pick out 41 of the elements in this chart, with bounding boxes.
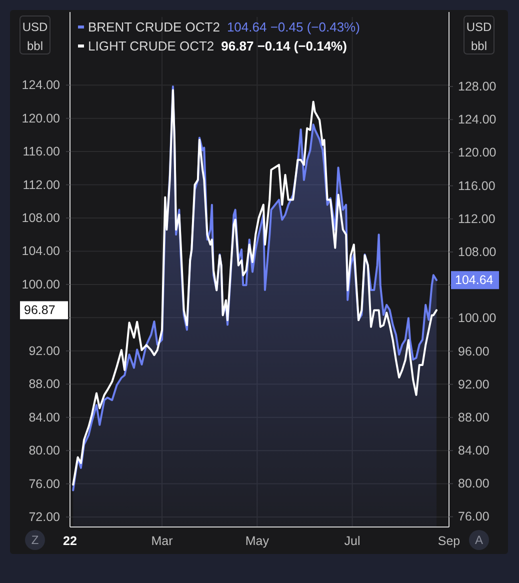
y2-tick-label: 116.00	[458, 178, 496, 193]
y2-tick-label: 112.00	[458, 212, 496, 226]
y-tick-label: 120.00	[22, 111, 60, 126]
y2-tick-label: 128.00	[458, 80, 496, 94]
y-tick-label: 76.00	[28, 476, 60, 491]
x-tick-label: Jul	[344, 534, 360, 548]
y2-tick-label: 124.00	[458, 112, 496, 127]
y-tick-label: 112.00	[22, 178, 60, 192]
y-tick-label: 116.00	[22, 144, 60, 159]
y2-tick-label: 88.00	[458, 410, 490, 424]
y2-tick-label: 108.00	[458, 244, 496, 259]
round-button: A	[469, 530, 489, 550]
x-tick-label: May	[245, 534, 270, 548]
x-tick-label: Mar	[151, 534, 173, 548]
legend-label: LIGHT CRUDE OCT2	[88, 38, 214, 54]
round-button: Z	[25, 530, 45, 550]
text: 104.64	[455, 273, 494, 288]
annotation: 96.87 −0.14 (−0.14%)	[221, 38, 347, 54]
y2-tick-label: 84.00	[458, 444, 490, 458]
legend-label: BRENT CRUDE OCT2	[88, 20, 220, 34]
y2-tick-label: 100.00	[458, 311, 496, 326]
y2-tick-label: 76.00	[458, 510, 490, 524]
y2-tick-label: 96.00	[458, 344, 490, 358]
text: 96.87	[24, 303, 56, 318]
y-tick-label: 108.00	[22, 211, 60, 226]
y-axis-title: USD bbl	[22, 20, 48, 53]
x-tick-label: 22	[63, 534, 77, 548]
x-tick-label: Sep	[438, 534, 460, 548]
y-tick-label: 88.00	[28, 377, 60, 392]
y2-axis-title: USD bbl	[466, 20, 492, 53]
y-tick-label: 84.00	[28, 410, 60, 424]
y-tick-label: 104.00	[22, 244, 60, 258]
y-tick-label: 72.00	[28, 510, 60, 524]
y-tick-label: 124.00	[22, 78, 60, 92]
y2-tick-label: 120.00	[458, 146, 496, 160]
y2-tick-label: 80.00	[458, 476, 490, 491]
annotation: 104.64 −0.45 (−0.43%)	[226, 20, 360, 34]
y2-tick-label: 92.00	[458, 377, 490, 392]
y-tick-label: 100.00	[22, 277, 60, 292]
y-tick-label: 92.00	[28, 344, 60, 358]
y-tick-label: 80.00	[28, 444, 60, 458]
